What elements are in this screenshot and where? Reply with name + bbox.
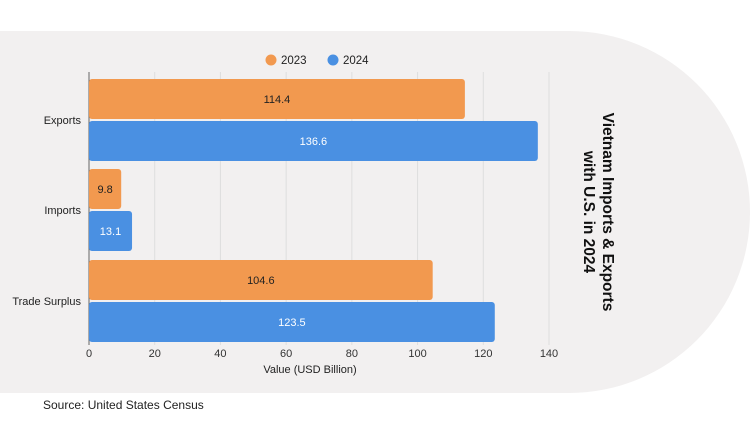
category-label: Exports [44, 115, 82, 127]
legend-label: 2023 [281, 55, 307, 67]
x-tick-label: 80 [346, 348, 358, 360]
x-tick-label: 60 [280, 348, 292, 360]
x-tick-label: 40 [214, 348, 226, 360]
legend-marker [265, 54, 277, 66]
category-label: Trade Surplus [12, 296, 81, 308]
x-tick-label: 20 [149, 348, 161, 360]
data-label: 104.6 [247, 275, 275, 287]
x-tick-label: 100 [408, 348, 426, 360]
x-axis-label: Value (USD Billion) [263, 364, 356, 376]
bar-2023-imports [89, 169, 122, 209]
legend-marker [327, 54, 339, 66]
legend-label: 2024 [343, 55, 369, 67]
bar-2023-trade-surplus [89, 260, 433, 300]
bar-2024-trade-surplus [89, 302, 495, 342]
source-note: Source: United States Census [43, 398, 204, 412]
chart-title-line-1: Vietnam Imports & Exports [599, 112, 616, 312]
data-label: 9.8 [97, 184, 112, 196]
x-tick-label: 140 [540, 348, 558, 360]
data-label: 123.5 [278, 317, 306, 329]
bar-2023-exports [89, 79, 465, 119]
x-tick-label: 120 [474, 348, 492, 360]
category-label: Imports [44, 205, 81, 217]
bar-2024-exports [89, 121, 538, 161]
bar-2024-imports [89, 211, 133, 251]
x-tick-label: 0 [86, 348, 92, 360]
chart-title: Vietnam Imports & Exports with U.S. in 2… [579, 82, 617, 342]
data-label: 136.6 [300, 136, 328, 148]
data-label: 13.1 [100, 226, 121, 238]
chart-title-line-2: with U.S. in 2024 [580, 150, 597, 274]
data-label: 114.4 [264, 94, 291, 106]
